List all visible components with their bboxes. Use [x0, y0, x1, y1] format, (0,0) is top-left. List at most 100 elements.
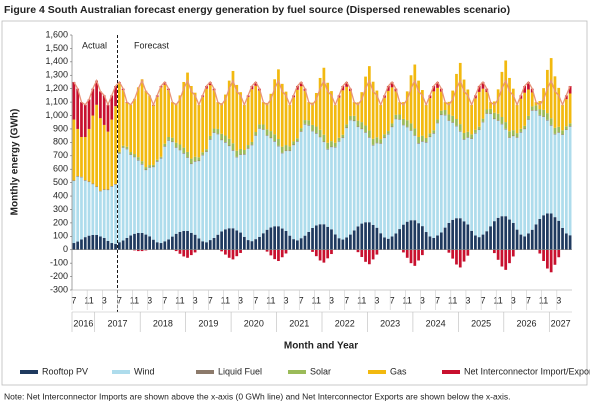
bar-segment — [421, 141, 424, 142]
bar-segment — [299, 238, 303, 250]
bar-segment — [314, 225, 318, 250]
bar-segment — [534, 110, 538, 225]
bar-segment — [477, 237, 481, 250]
year-label: 2020 — [244, 318, 264, 328]
x-tick-label: 7 — [390, 295, 395, 305]
bar-segment — [284, 151, 288, 231]
bar-segment — [140, 79, 144, 162]
bar-segment — [72, 180, 76, 182]
bar-segment — [239, 232, 242, 250]
bar-segment — [239, 249, 242, 253]
bar-segment — [186, 230, 189, 250]
bar-segment — [208, 81, 212, 86]
bar-segment — [515, 137, 519, 138]
bar-segment — [417, 143, 420, 144]
bar-segment — [95, 234, 98, 250]
bar-segment — [364, 132, 367, 223]
bar-segment — [102, 189, 106, 191]
bar-segment — [436, 81, 439, 88]
bar-segment — [167, 140, 170, 240]
bar-segment — [114, 106, 117, 184]
bar-segment — [371, 144, 375, 146]
bar-segment — [121, 147, 125, 148]
bar-segment — [557, 220, 561, 250]
bar-segment — [288, 146, 292, 151]
bar-segment — [216, 102, 220, 129]
bar-segment — [148, 236, 152, 250]
bar-segment — [504, 129, 508, 217]
x-tick-label: 3 — [374, 295, 379, 305]
bar-segment — [360, 129, 364, 224]
bar-segment — [136, 87, 140, 158]
bar-segment — [375, 249, 379, 255]
bar-segment — [519, 132, 523, 235]
bar-segment — [413, 249, 417, 266]
year-label: 2025 — [471, 318, 491, 328]
bar-segment — [318, 249, 322, 261]
bar-segment — [178, 95, 182, 145]
y-tick-label: -200 — [50, 271, 68, 281]
bar-segment — [421, 90, 424, 136]
bar-segment — [349, 91, 352, 116]
bar-segment — [186, 72, 189, 152]
legend-label: Gas — [390, 366, 407, 376]
bar-segment — [72, 81, 76, 120]
bar-segment — [443, 115, 447, 228]
bar-segment — [140, 161, 144, 164]
bar-segment — [186, 151, 189, 158]
bar-segment — [201, 152, 205, 155]
bar-segment — [182, 249, 186, 257]
bar-segment — [189, 163, 193, 165]
bar-segment — [280, 152, 284, 154]
bar-segment — [394, 118, 398, 120]
bar-segment — [292, 239, 295, 250]
bar-segment — [549, 213, 553, 250]
legend-label: Wind — [134, 366, 155, 376]
bar-segment — [345, 124, 348, 128]
bar-segment — [455, 73, 458, 120]
bar-segment — [140, 163, 144, 165]
bar-segment — [201, 241, 205, 250]
bar-segment — [193, 249, 197, 253]
bar-segment — [568, 126, 572, 236]
bar-segment — [72, 181, 76, 244]
bar-segment — [110, 185, 114, 187]
bar-segment — [76, 241, 80, 250]
bar-segment — [383, 137, 386, 139]
year-label: 2026 — [517, 318, 537, 328]
y-tick-label: 600 — [53, 164, 68, 174]
bar-segment — [171, 142, 174, 237]
bar-segment — [231, 143, 235, 151]
bar-segment — [538, 114, 542, 116]
bar-segment — [144, 169, 148, 171]
bar-segment — [523, 92, 527, 126]
bar-segment — [163, 241, 167, 250]
bar-segment — [523, 86, 527, 93]
bar-segment — [447, 120, 451, 121]
bar-segment — [557, 126, 561, 133]
bar-segment — [330, 91, 333, 142]
bar-segment — [102, 95, 106, 125]
bar-segment — [394, 91, 398, 115]
bar-segment — [519, 234, 523, 250]
bar-segment — [171, 102, 174, 138]
bar-segment — [568, 93, 572, 124]
bar-segment — [277, 139, 280, 146]
bar-segment — [193, 234, 197, 250]
bar-segment — [307, 124, 311, 126]
bar-segment — [227, 145, 231, 147]
bar-segment — [212, 132, 216, 133]
bar-segment — [394, 114, 398, 119]
bar-segment — [102, 237, 106, 250]
bar-segment — [227, 228, 231, 250]
bar-segment — [481, 122, 485, 235]
x-tick-label: 11 — [130, 295, 139, 305]
bar-segment — [428, 98, 432, 134]
bar-segment — [129, 154, 133, 236]
bar-segment — [83, 137, 87, 181]
bar-segment — [91, 88, 95, 116]
bar-segment — [296, 141, 299, 142]
bar-segment — [117, 153, 121, 243]
y-tick-label: -100 — [50, 258, 68, 268]
bar-segment — [80, 102, 83, 137]
